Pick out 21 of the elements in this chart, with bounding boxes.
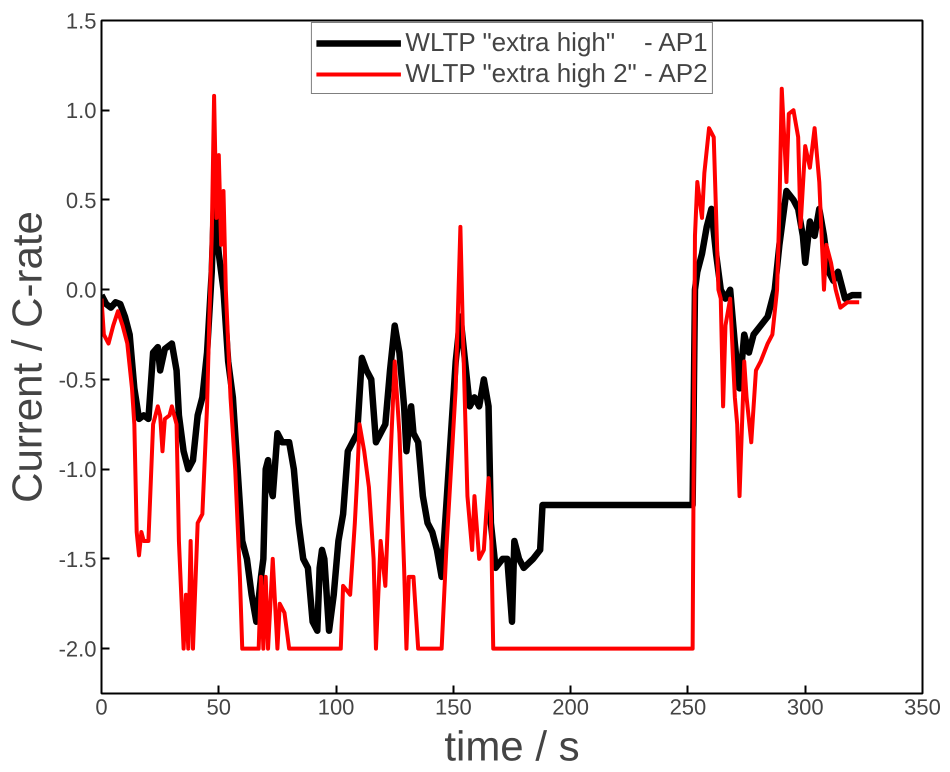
y-tick-label: 0.5 xyxy=(66,188,97,213)
x-tick-label: 350 xyxy=(904,694,941,720)
x-tick-label: 250 xyxy=(670,694,706,720)
x-tick-label: 100 xyxy=(318,694,354,720)
y-tick-label: 0.0 xyxy=(66,278,97,303)
x-tick-label: 150 xyxy=(435,694,472,720)
x-tick-label: 200 xyxy=(552,694,590,720)
y-tick-label: -0.5 xyxy=(58,367,97,392)
y-tick-label: 1.0 xyxy=(66,98,97,124)
x-axis-title: time / s xyxy=(444,722,580,770)
legend-label: WLTP "extra high 2" - AP2 xyxy=(405,58,708,89)
y-tick-label: -1.0 xyxy=(58,457,97,482)
y-axis-title: Current / C-rate xyxy=(4,211,51,503)
line-series xyxy=(102,86,862,651)
y-tick-label: 1.5 xyxy=(66,8,97,34)
x-tick-label: 300 xyxy=(786,694,824,720)
x-tick-label: 50 xyxy=(206,694,232,720)
x-tick-label: 0 xyxy=(95,694,108,720)
legend-label: WLTP "extra high" - AP1 xyxy=(405,27,708,58)
y-tick-label: -1.5 xyxy=(58,546,97,572)
y-tick-label: -2.0 xyxy=(58,636,97,662)
